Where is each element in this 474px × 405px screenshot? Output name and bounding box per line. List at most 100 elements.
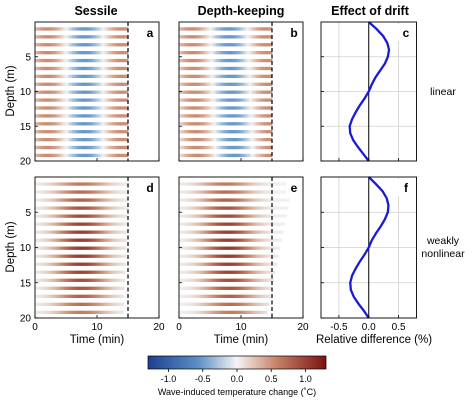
heatmap-cell-d [41, 222, 45, 226]
heatmap-cell-d [58, 206, 61, 210]
heatmap-cell-a [93, 137, 96, 142]
heatmap-cell-e [193, 182, 197, 186]
heatmap-cell-a [44, 145, 48, 150]
heatmap-cell-e [253, 198, 257, 202]
heatmap-cell-e [208, 214, 212, 218]
heatmap-cell-d [112, 254, 115, 258]
heatmap-cell-b [232, 27, 236, 31]
heatmap-cell-b [179, 114, 182, 118]
heatmap-cell-d [65, 214, 68, 218]
heatmap-cell-d [63, 190, 66, 194]
heatmap-cell-b [251, 145, 254, 150]
heatmap-cell-b [220, 130, 224, 134]
heatmap-cell-a [102, 137, 106, 142]
colorbar-tick-label: 1.0 [299, 374, 312, 384]
heatmap-cell-a [35, 35, 38, 39]
heatmap-cell-e [219, 270, 223, 274]
heatmap-cell-b [213, 122, 217, 126]
heatmap-cell-b [225, 66, 229, 71]
heatmap-cell-e [196, 310, 200, 315]
heatmap-cell-d [84, 270, 88, 274]
heatmap-cell-e [195, 206, 199, 210]
heatmap-cell-e [248, 254, 252, 258]
heatmap-cell-a [95, 35, 99, 39]
heatmap-cell-d [107, 262, 110, 266]
heatmap-cell-a [72, 122, 75, 126]
heatmap-cell-b [260, 153, 264, 158]
heatmap-cell-e [198, 310, 202, 315]
heatmap-cell-b [267, 51, 271, 55]
heatmap-cell-d [66, 246, 70, 250]
heatmap-cell-b [223, 130, 226, 134]
heatmap-cell-b [183, 43, 187, 47]
heatmap-cell-e [187, 302, 191, 306]
heatmap-cell-b [237, 51, 240, 55]
heatmap-cell-b [255, 153, 259, 158]
heatmap-cell-d [68, 286, 72, 290]
heatmap-cell-a [102, 82, 106, 86]
heatmap-cell-a [44, 35, 48, 39]
heatmap-cell-a [123, 106, 127, 110]
heatmap-cell-b [202, 82, 205, 86]
heatmap-cell-a [107, 82, 110, 86]
heatmap-cell-d [75, 294, 78, 298]
heatmap-cell-b [230, 137, 233, 142]
heatmap-cell-d [85, 310, 89, 315]
heatmap-cell-e [203, 214, 207, 218]
heatmap-cell-b [244, 43, 247, 47]
heatmap-cell-e [212, 230, 216, 234]
heatmap-cell-e [241, 302, 245, 306]
heatmap-cell-e [207, 270, 211, 274]
heatmap-cell-e [227, 270, 230, 274]
heatmap-cell-a [118, 122, 122, 126]
heatmap-cell-d [117, 286, 121, 290]
heatmap-cell-e [184, 206, 188, 210]
heatmap-cell-a [123, 153, 127, 158]
heatmap-cell-d [35, 182, 38, 186]
heatmap-cell-a [102, 114, 106, 118]
heatmap-cell-b [265, 122, 268, 126]
heatmap-cell-a [67, 106, 71, 110]
heatmap-cell-a [37, 137, 41, 142]
heatmap-cell-a [88, 66, 92, 71]
heatmap-cell-e [246, 302, 249, 306]
heatmap-cell-e [240, 278, 244, 282]
heatmap-cell-e [197, 286, 201, 290]
heatmap-cell-a [72, 27, 75, 31]
heatmap-cell-a [102, 27, 106, 31]
heatmap-cell-b [197, 153, 201, 158]
heatmap-cell-d [108, 294, 112, 298]
heatmap-cell-b [206, 153, 210, 158]
heatmap-cell-b [246, 130, 250, 134]
heatmap-cell-e [284, 198, 288, 202]
heatmap-cell-e [215, 262, 219, 266]
heatmap-cell-d [80, 270, 83, 274]
heatmap-cell-d [86, 206, 89, 210]
heatmap-cell-b [253, 35, 257, 39]
heatmap-cell-a [55, 43, 59, 47]
heatmap-cell-e [190, 198, 194, 202]
heatmap-cell-e [217, 206, 221, 210]
heatmap-cell-e [255, 310, 259, 315]
heatmap-cell-e [244, 230, 248, 234]
heatmap-cell-d [118, 262, 122, 266]
heatmap-cell-b [227, 90, 231, 94]
heatmap-cell-a [118, 66, 122, 71]
heatmap-cell-a [60, 27, 64, 31]
heatmap-cell-a [104, 145, 108, 150]
heatmap-cell-a [35, 98, 38, 102]
heatmap-cell-a [116, 35, 120, 39]
heatmap-cell-d [43, 310, 47, 315]
heatmap-cell-d [48, 206, 52, 210]
heatmap-cell-e [234, 222, 238, 226]
heatmap-cell-d [39, 302, 43, 306]
heatmap-cell-d [49, 182, 52, 186]
heatmap-cell-d [100, 262, 104, 266]
heatmap-cell-d [87, 310, 91, 315]
heatmap-cell-a [81, 98, 85, 102]
heatmap-cell-d [77, 278, 81, 282]
heatmap-cell-e [230, 302, 234, 306]
heatmap-cell-d [50, 246, 54, 250]
heatmap-cell-a [76, 130, 80, 134]
heatmap-cell-b [190, 137, 194, 142]
